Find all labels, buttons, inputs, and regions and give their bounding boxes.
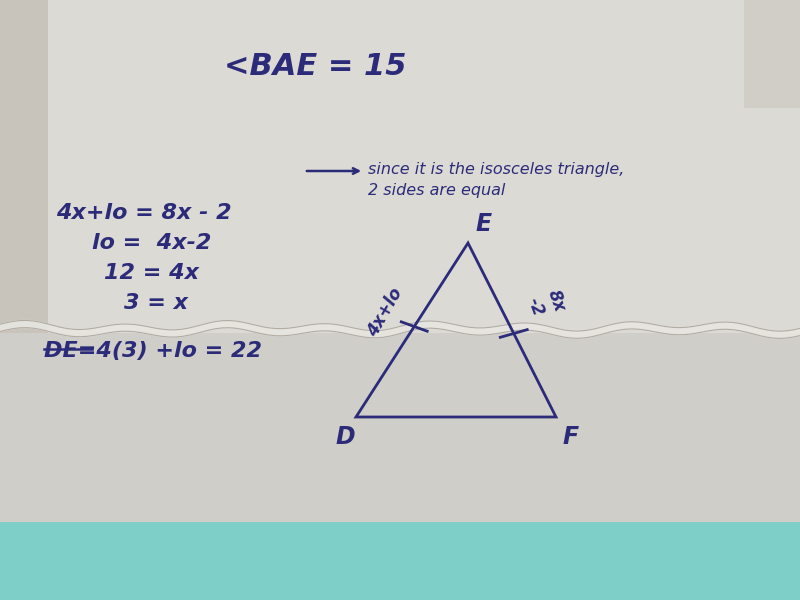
Polygon shape — [48, 0, 800, 333]
Text: D: D — [336, 425, 356, 449]
Text: F: F — [562, 425, 578, 449]
Polygon shape — [744, 0, 800, 108]
Text: DE=4(3) +lo = 22: DE=4(3) +lo = 22 — [44, 341, 262, 361]
Polygon shape — [0, 522, 800, 600]
Text: <BAE = 15: <BAE = 15 — [224, 52, 406, 81]
Text: 2 sides are equal: 2 sides are equal — [368, 183, 506, 198]
Text: 4x+lo: 4x+lo — [364, 285, 406, 340]
Polygon shape — [0, 333, 800, 522]
Text: 12 = 4x: 12 = 4x — [104, 263, 199, 283]
Polygon shape — [0, 0, 48, 600]
Text: since it is the isosceles triangle,: since it is the isosceles triangle, — [368, 162, 624, 177]
Text: E: E — [476, 212, 492, 236]
Text: lo =  4x-2: lo = 4x-2 — [92, 233, 211, 253]
Text: 8x
-2: 8x -2 — [524, 288, 568, 322]
Text: 4x+lo = 8x - 2: 4x+lo = 8x - 2 — [56, 203, 232, 223]
Text: 3 = x: 3 = x — [124, 293, 188, 313]
